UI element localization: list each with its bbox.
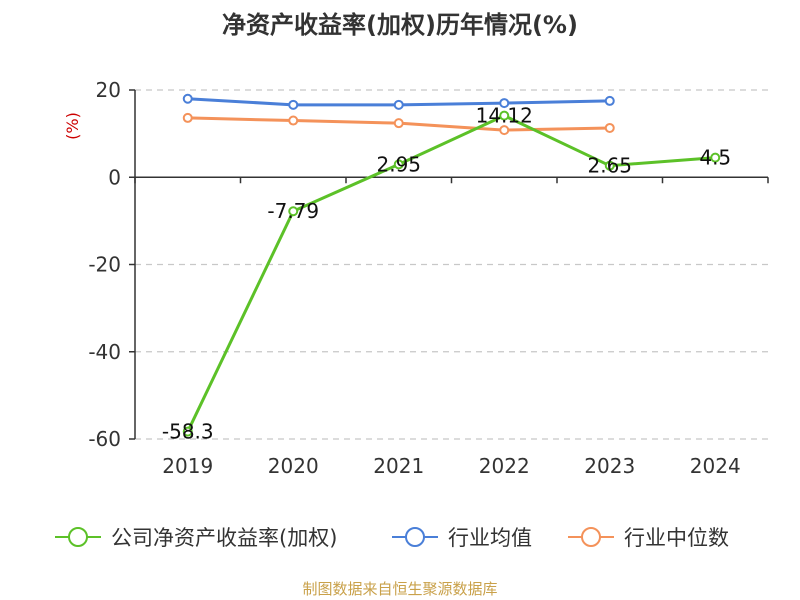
data-point — [288, 99, 299, 110]
legend-marker — [405, 527, 425, 547]
y-tick-label: 0 — [108, 165, 121, 189]
y-tick-label: 20 — [96, 78, 121, 102]
legend-marker — [68, 527, 88, 547]
legend-label: 行业中位数 — [624, 526, 729, 550]
data-point — [182, 112, 193, 123]
source-note: 制图数据来自恒生聚源数据库 — [302, 580, 497, 598]
x-tick-label: 2021 — [373, 454, 424, 478]
data-point — [393, 159, 404, 170]
data-label: -58.3 — [162, 420, 214, 444]
data-label: -7.79 — [267, 199, 319, 223]
data-labels: -58.3 -7.79 2.95 14.12 2.65 4.5 — [162, 104, 731, 444]
x-tick-labels: 2019 2020 2021 2022 2023 2024 — [162, 454, 740, 478]
series-line — [186, 114, 716, 433]
data-point — [182, 93, 193, 104]
legend-item: 行业中位数 — [568, 526, 729, 550]
data-label: 4.5 — [699, 146, 731, 170]
y-tick-label: -60 — [88, 427, 121, 451]
data-point — [499, 125, 510, 136]
data-point — [604, 122, 615, 133]
data-point — [393, 99, 404, 110]
data-point — [288, 206, 299, 217]
axes — [129, 89, 769, 440]
chart-title: 净资产收益率(加权)历年情况(%) — [222, 11, 578, 39]
series-lines — [186, 97, 716, 433]
data-point — [499, 110, 510, 121]
x-tick-label: 2020 — [268, 454, 319, 478]
data-point — [393, 118, 404, 129]
data-point — [604, 160, 615, 171]
y-tick-label: -40 — [88, 340, 121, 364]
legend-label: 公司净资产收益率(加权) — [111, 526, 337, 550]
x-tick-label: 2022 — [479, 454, 530, 478]
y-axis-label: (%) — [63, 112, 82, 140]
data-label: 2.65 — [587, 154, 632, 178]
data-point — [182, 426, 193, 437]
series-points — [182, 93, 721, 437]
legend-label: 行业均值 — [448, 526, 532, 550]
y-tick-labels: 20 0 -20 -40 -60 — [88, 78, 121, 451]
legend-item: 行业均值 — [392, 526, 532, 550]
data-point — [710, 152, 721, 163]
data-point — [499, 98, 510, 109]
x-tick-label: 2019 — [162, 454, 213, 478]
x-tick-label: 2024 — [690, 454, 741, 478]
y-tick-label: -20 — [88, 253, 121, 277]
data-point — [288, 115, 299, 126]
data-point — [604, 95, 615, 106]
gridlines — [135, 89, 768, 440]
legend-marker — [581, 527, 601, 547]
legend: 公司净资产收益率(加权) 行业均值 行业中位数 — [55, 526, 729, 550]
data-label: 14.12 — [476, 104, 533, 128]
legend-item: 公司净资产收益率(加权) — [55, 526, 337, 550]
data-label: 2.95 — [376, 152, 421, 176]
x-tick-label: 2023 — [584, 454, 635, 478]
